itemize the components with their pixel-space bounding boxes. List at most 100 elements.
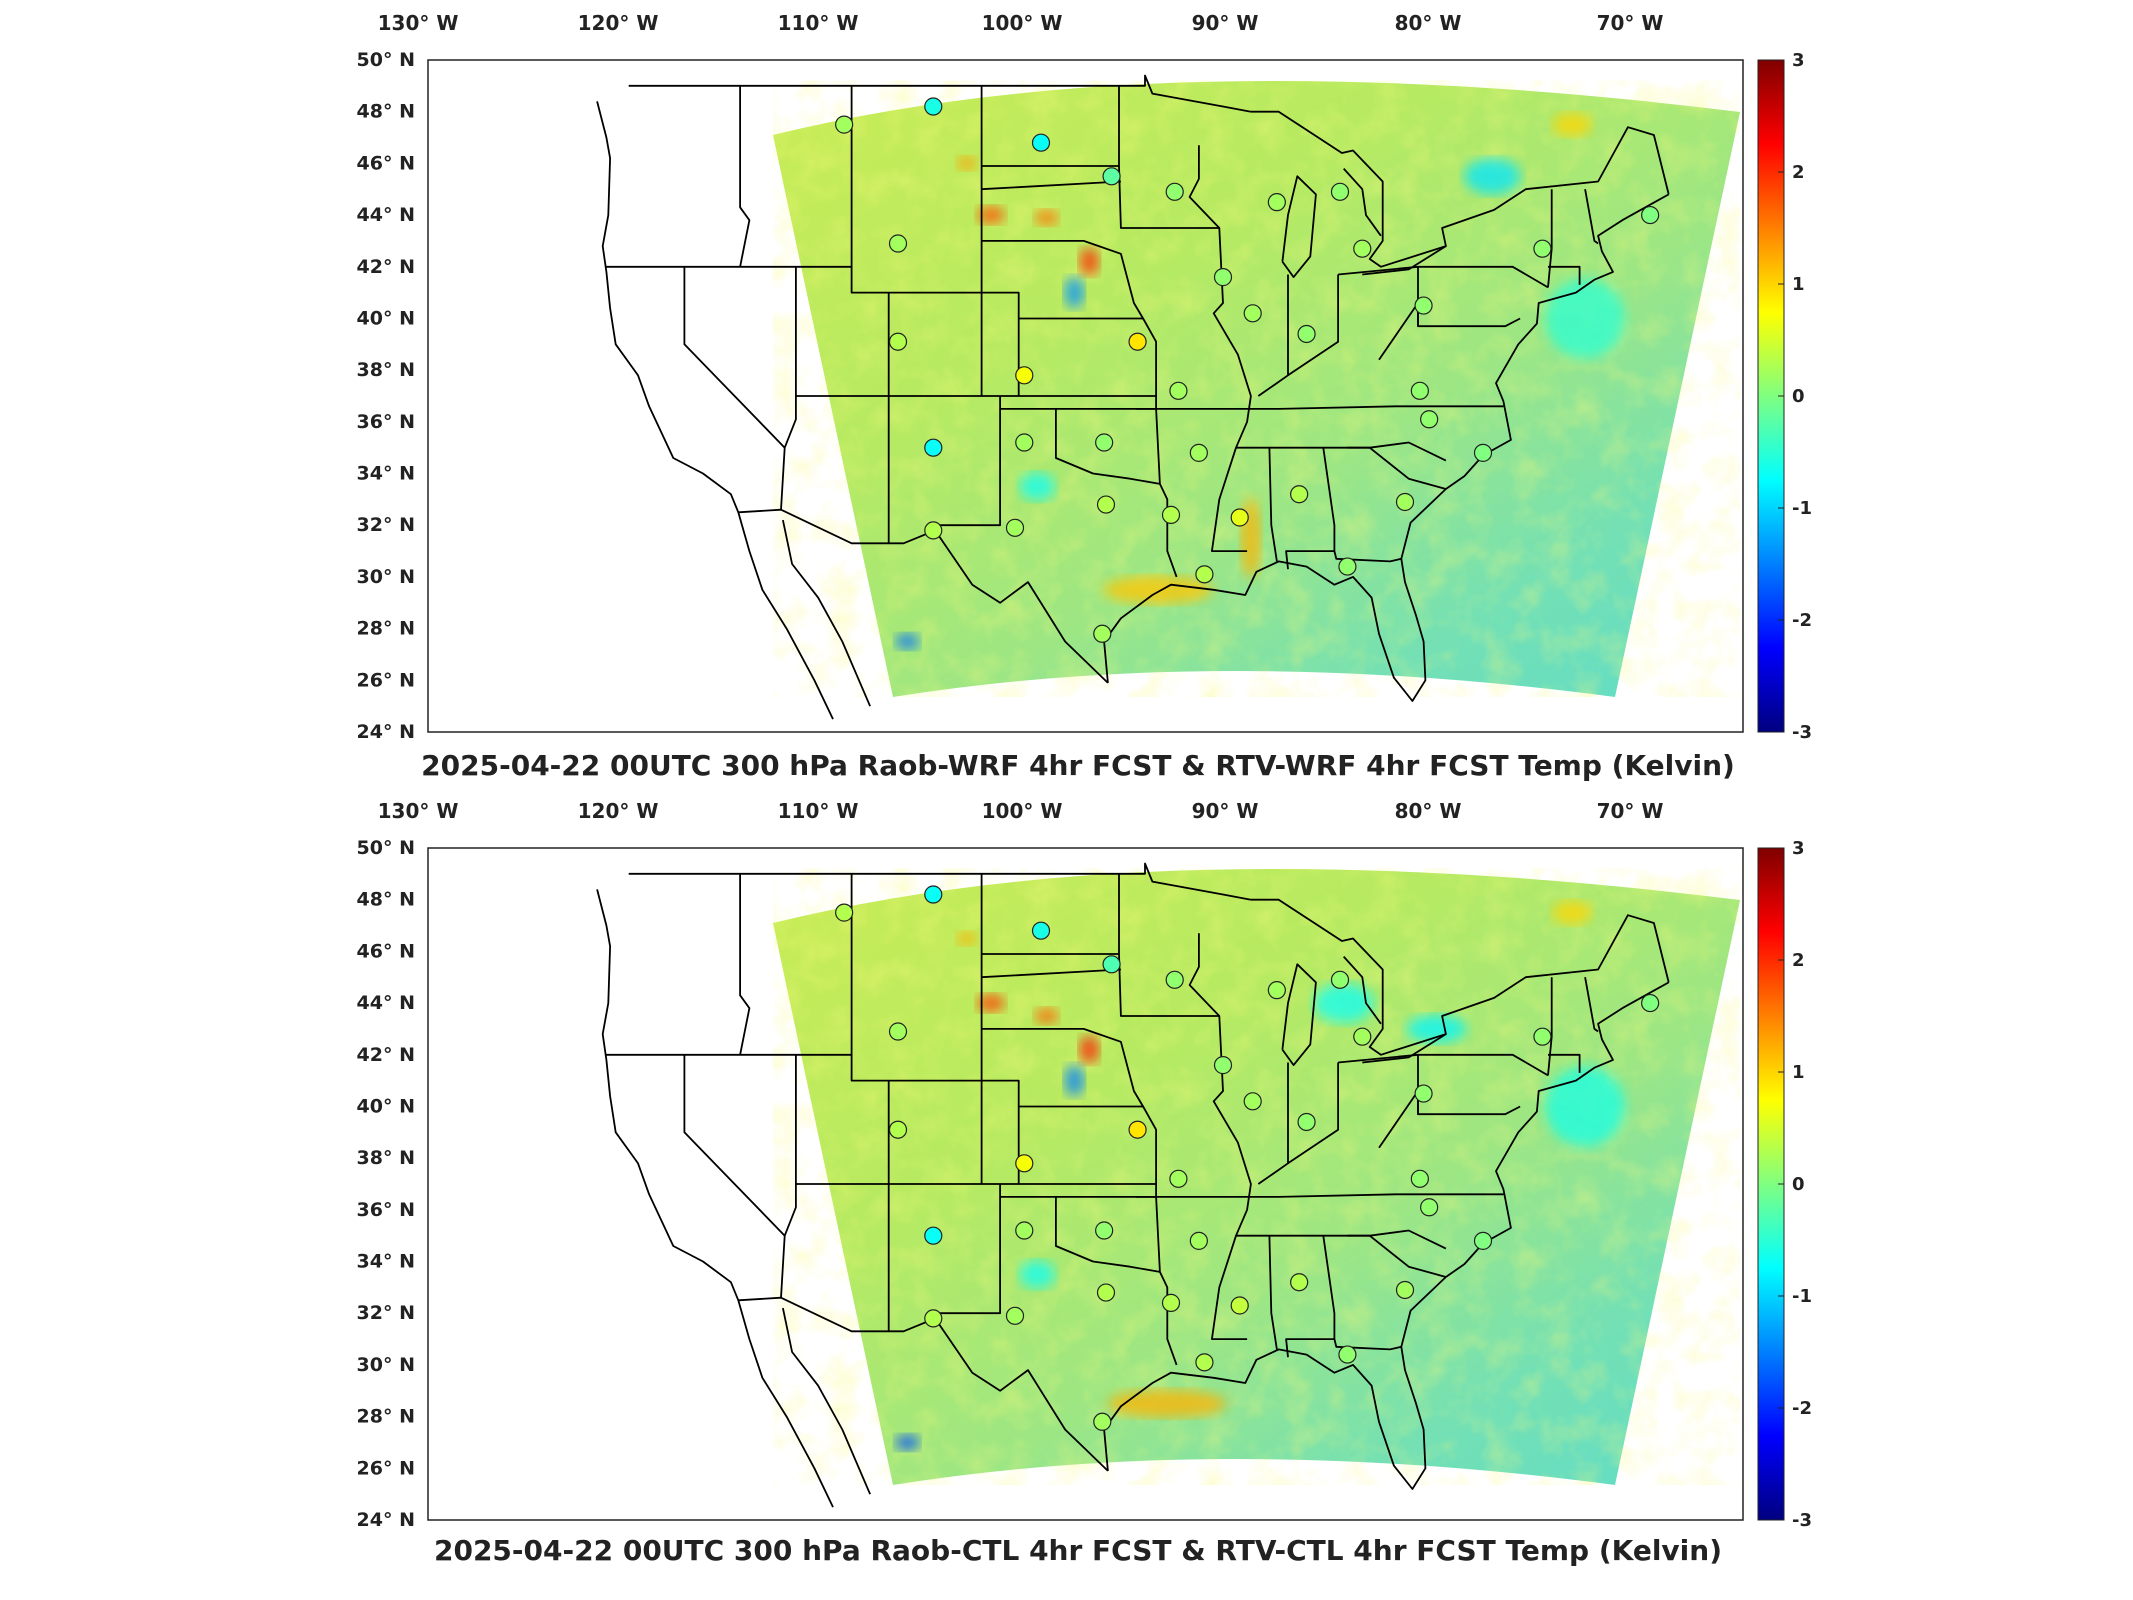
raob-station-marker bbox=[1353, 239, 1372, 258]
raob-station-marker bbox=[1330, 970, 1350, 989]
raob-station-marker bbox=[1410, 381, 1429, 400]
raob-station-marker bbox=[1102, 167, 1121, 186]
raob-station-marker bbox=[835, 115, 854, 134]
anomaly-patch bbox=[1079, 247, 1100, 276]
raob-station-marker bbox=[1533, 1027, 1552, 1046]
colorbar-tick-label: 1 bbox=[1792, 1062, 1805, 1083]
raob-station-marker bbox=[1267, 981, 1286, 1000]
lat-tick-label: 38° N bbox=[357, 1147, 415, 1169]
lat-tick-label: 48° N bbox=[357, 889, 415, 911]
anomaly-patch bbox=[1019, 1260, 1056, 1289]
lon-tick-label: 130° W bbox=[378, 799, 459, 823]
border-line bbox=[933, 1184, 1001, 1315]
lat-tick-label: 46° N bbox=[357, 940, 415, 962]
border-line bbox=[1281, 175, 1317, 279]
lat-tick-label: 50° N bbox=[357, 837, 415, 859]
raob-station-marker bbox=[1267, 193, 1286, 212]
lat-tick-label: 32° N bbox=[357, 1302, 415, 1324]
border-line bbox=[1250, 898, 1670, 1056]
border-line bbox=[1343, 167, 1382, 237]
lon-tick-labels: 130° W 120° W 110° W 100° W 90° W 80° W 70° W bbox=[378, 799, 1664, 823]
raob-station-marker bbox=[1473, 1231, 1493, 1250]
raob-station-marker bbox=[1420, 1198, 1439, 1217]
raob-station-marker bbox=[1005, 1306, 1025, 1325]
lat-tick-label: 34° N bbox=[357, 1251, 415, 1273]
raob-station-marker bbox=[1096, 495, 1116, 514]
colorbar-tick-labels: 3 2 1 0 -1 -2 -3 bbox=[1778, 50, 1812, 743]
border-line bbox=[1338, 1053, 1549, 1077]
border-line bbox=[739, 873, 751, 1055]
border-line bbox=[1135, 405, 1504, 410]
lon-tick-label: 90° W bbox=[1192, 799, 1259, 823]
border-line bbox=[1333, 550, 1402, 563]
border-line bbox=[850, 85, 1020, 396]
border-line bbox=[596, 101, 740, 513]
border-line bbox=[1118, 873, 1252, 1340]
border-line bbox=[1547, 189, 1553, 288]
anomaly-patch bbox=[1545, 278, 1626, 359]
anomaly-patch bbox=[1545, 1066, 1626, 1147]
lat-tick-label: 36° N bbox=[357, 1199, 415, 1221]
border-line bbox=[1548, 1053, 1581, 1073]
anomaly-patch bbox=[956, 156, 977, 171]
raob-station-marker bbox=[1641, 993, 1660, 1013]
raob-station-marker bbox=[835, 903, 854, 922]
raob-station-marker bbox=[1128, 332, 1147, 351]
lat-tick-label: 32° N bbox=[357, 514, 415, 536]
border-line bbox=[1268, 447, 1278, 562]
raob-station-marker bbox=[1015, 1154, 1034, 1173]
lat-tick-label: 30° N bbox=[357, 566, 415, 588]
lon-tick-label: 100° W bbox=[982, 11, 1063, 35]
colorbar: 3 2 1 0 -1 -2 -3 bbox=[1757, 838, 1812, 1531]
anomaly-patch bbox=[1079, 1035, 1100, 1064]
colorbar-tick-label: -2 bbox=[1792, 1398, 1812, 1419]
anomaly-patches bbox=[895, 900, 1626, 1451]
lat-tick-label: 36° N bbox=[357, 411, 415, 433]
lon-tick-label: 120° W bbox=[578, 799, 659, 823]
border-line bbox=[739, 85, 751, 267]
lon-tick-label: 80° W bbox=[1395, 11, 1462, 35]
raob-station-marker bbox=[1093, 624, 1112, 643]
lon-tick-label: 130° W bbox=[378, 11, 459, 35]
raob-station-marker bbox=[1213, 1056, 1233, 1075]
raob-station-marker bbox=[1410, 1169, 1429, 1188]
anomaly-patch bbox=[1107, 1389, 1228, 1418]
anomaly-patch bbox=[956, 931, 977, 946]
border-line bbox=[1347, 441, 1447, 462]
raob-station-marker bbox=[924, 97, 943, 116]
border-line bbox=[1369, 446, 1447, 490]
lon-tick-labels: 130° W 120° W 110° W 100° W 90° W 80° W 70° W bbox=[378, 11, 1664, 35]
border-line bbox=[782, 1307, 871, 1495]
raob-station-marker bbox=[888, 1022, 908, 1041]
colorbar-tick-labels: 3 2 1 0 -1 -2 -3 bbox=[1778, 838, 1812, 1531]
raob-station-marker bbox=[1243, 304, 1262, 323]
border-line bbox=[1548, 265, 1581, 285]
lon-tick-label: 70° W bbox=[1597, 799, 1664, 823]
colorbar-tick-label: 1 bbox=[1792, 274, 1805, 295]
border-line bbox=[780, 1184, 797, 1298]
colorbar-tick-label: 0 bbox=[1792, 1174, 1805, 1195]
border-line bbox=[1268, 1235, 1278, 1350]
raob-station-markers bbox=[835, 885, 1660, 1431]
lat-tick-label: 26° N bbox=[357, 1457, 415, 1479]
border-line bbox=[683, 1054, 786, 1237]
state-and-coastline-borders bbox=[596, 74, 1670, 720]
raob-station-marker bbox=[1641, 205, 1660, 225]
raob-station-marker bbox=[1414, 296, 1433, 315]
raob-station-marker bbox=[1169, 1169, 1188, 1188]
lat-tick-label: 50° N bbox=[357, 49, 415, 71]
anomaly-patch bbox=[1552, 112, 1593, 137]
raob-station-marker bbox=[1015, 433, 1034, 452]
lat-tick-label: 34° N bbox=[357, 463, 415, 485]
border-line bbox=[1400, 193, 1670, 560]
lon-tick-label: 110° W bbox=[778, 11, 859, 35]
raob-station-marker bbox=[1195, 565, 1214, 584]
lat-tick-labels: 50° N 48° N 46° N 44° N 42° N 40° N 38° N 36° N… bbox=[357, 49, 415, 743]
lat-tick-label: 28° N bbox=[357, 618, 415, 640]
raob-station-marker bbox=[924, 1226, 943, 1245]
colorbar-tick-label: 3 bbox=[1792, 838, 1805, 859]
panel-title-2: 2025-04-22 00UTC 300 hPa Raob-CTL 4hr FC… bbox=[434, 1534, 1722, 1567]
raob-station-marker bbox=[924, 1309, 943, 1328]
raob-station-marker bbox=[1161, 1293, 1181, 1312]
anomaly-patch bbox=[895, 1434, 920, 1451]
